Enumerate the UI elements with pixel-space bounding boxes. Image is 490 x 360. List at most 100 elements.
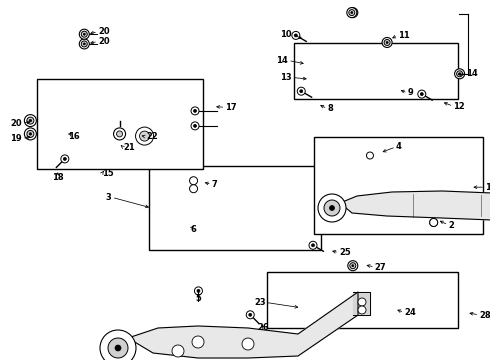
Circle shape (455, 69, 465, 79)
Bar (294, 43, 458, 99)
Circle shape (432, 221, 435, 224)
Text: 13: 13 (280, 73, 292, 82)
Circle shape (292, 31, 300, 39)
Circle shape (63, 157, 66, 161)
Text: 14: 14 (276, 56, 288, 65)
Circle shape (352, 12, 354, 14)
Circle shape (61, 155, 69, 163)
Circle shape (172, 345, 184, 357)
Circle shape (190, 185, 197, 193)
Circle shape (459, 73, 461, 75)
Circle shape (352, 265, 354, 267)
Circle shape (358, 306, 366, 314)
Circle shape (249, 313, 252, 316)
Circle shape (324, 200, 340, 216)
Text: 25: 25 (339, 248, 351, 257)
Circle shape (294, 34, 297, 37)
Text: 6: 6 (190, 225, 196, 234)
Text: 4: 4 (396, 142, 402, 151)
Circle shape (79, 39, 89, 49)
Text: 8: 8 (327, 104, 333, 113)
Circle shape (242, 338, 254, 350)
Text: 28: 28 (479, 310, 490, 320)
Circle shape (194, 124, 196, 127)
Circle shape (140, 131, 149, 141)
Circle shape (430, 219, 438, 226)
Bar (149, 166, 321, 250)
Polygon shape (128, 292, 358, 358)
Text: 7: 7 (212, 180, 218, 189)
Circle shape (347, 8, 357, 18)
Circle shape (246, 311, 254, 319)
Text: 5: 5 (196, 294, 201, 303)
Polygon shape (353, 292, 370, 315)
Circle shape (367, 152, 373, 159)
Circle shape (117, 131, 122, 137)
Circle shape (190, 177, 197, 185)
Circle shape (329, 206, 335, 211)
Text: 2: 2 (448, 220, 454, 230)
Circle shape (351, 12, 353, 14)
Polygon shape (340, 178, 490, 220)
Circle shape (348, 261, 358, 271)
Text: 24: 24 (404, 308, 416, 317)
Text: 20: 20 (98, 27, 110, 36)
Text: 22: 22 (146, 132, 158, 141)
Circle shape (386, 41, 388, 44)
Circle shape (100, 330, 136, 360)
Circle shape (191, 107, 199, 115)
Circle shape (350, 263, 356, 269)
Circle shape (27, 117, 34, 124)
Text: 12: 12 (453, 102, 465, 111)
Circle shape (81, 41, 87, 47)
Circle shape (382, 37, 392, 48)
Text: 3: 3 (106, 193, 112, 202)
Circle shape (420, 93, 423, 96)
Text: 19: 19 (10, 134, 22, 143)
Circle shape (195, 287, 202, 295)
Circle shape (29, 120, 31, 122)
Circle shape (79, 29, 89, 39)
Text: 11: 11 (398, 31, 410, 40)
Circle shape (418, 90, 426, 98)
Circle shape (136, 127, 153, 145)
Text: 26: 26 (258, 323, 270, 332)
Circle shape (384, 40, 390, 45)
Text: 14: 14 (466, 69, 478, 78)
Text: 16: 16 (68, 132, 79, 141)
Text: 10: 10 (280, 30, 292, 39)
Circle shape (318, 194, 346, 222)
Circle shape (191, 122, 199, 130)
Circle shape (29, 133, 31, 135)
Text: 1: 1 (485, 183, 490, 192)
Circle shape (108, 338, 128, 358)
Circle shape (300, 90, 303, 93)
Circle shape (81, 31, 87, 37)
Text: 15: 15 (102, 169, 114, 178)
Circle shape (194, 109, 196, 112)
Circle shape (430, 219, 438, 226)
Text: 18: 18 (52, 173, 64, 181)
Bar (37, 79, 203, 169)
Bar (314, 137, 483, 234)
Circle shape (297, 87, 305, 95)
Text: 27: 27 (375, 263, 387, 271)
Circle shape (114, 128, 125, 140)
Text: 20: 20 (10, 119, 22, 128)
Circle shape (349, 10, 355, 15)
Circle shape (192, 336, 204, 348)
Text: 17: 17 (225, 103, 237, 112)
Circle shape (348, 8, 358, 18)
Circle shape (24, 128, 36, 140)
Text: 9: 9 (408, 88, 414, 97)
Bar (267, 272, 458, 328)
Circle shape (358, 298, 366, 306)
Circle shape (115, 345, 121, 351)
Text: 20: 20 (98, 37, 110, 46)
Text: 23: 23 (254, 298, 266, 307)
Circle shape (457, 71, 463, 77)
Circle shape (309, 241, 317, 249)
Circle shape (24, 114, 36, 127)
Text: 21: 21 (123, 143, 135, 152)
Circle shape (83, 33, 85, 35)
